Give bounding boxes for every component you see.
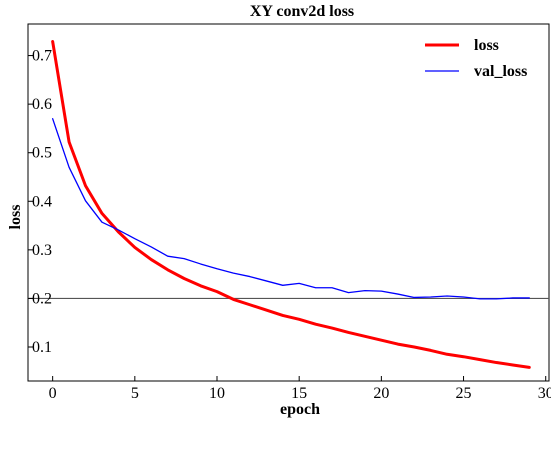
legend-label-val-loss: val_loss [474,63,527,80]
axis-ticks: 0 5 10 15 20 25 30 0.1 0.2 0.3 0.4 0.5 0.6 0.7 [28,48,551,402]
y-axis-label: loss [7,205,24,230]
y-tick-label: 0.2 [32,290,52,307]
y-tick-label: 0.6 [32,96,52,113]
y-tick-label: 0.1 [32,339,52,356]
series-lines [51,39,531,369]
x-tick-label: 0 [49,385,57,402]
series-line-loss [51,39,531,369]
y-tick-label: 0.4 [32,193,52,210]
x-tick-label: 25 [456,385,472,402]
plot-frame [27,23,550,382]
x-axis-label: epoch [280,401,320,418]
y-tick-label: 0.3 [32,242,52,259]
y-tick-label: 0.7 [32,48,52,65]
x-tick-label: 20 [373,385,389,402]
x-tick-label: 10 [209,385,225,402]
x-tick-label: 5 [131,385,139,402]
series-line-val-loss [52,118,530,300]
legend: loss val_loss [425,37,527,80]
chart-title: XY conv2d loss [250,3,354,20]
legend-label-loss: loss [474,37,499,54]
x-tick-label: 30 [538,385,551,402]
x-tick-label: 15 [291,385,307,402]
y-tick-label: 0.5 [32,145,52,162]
